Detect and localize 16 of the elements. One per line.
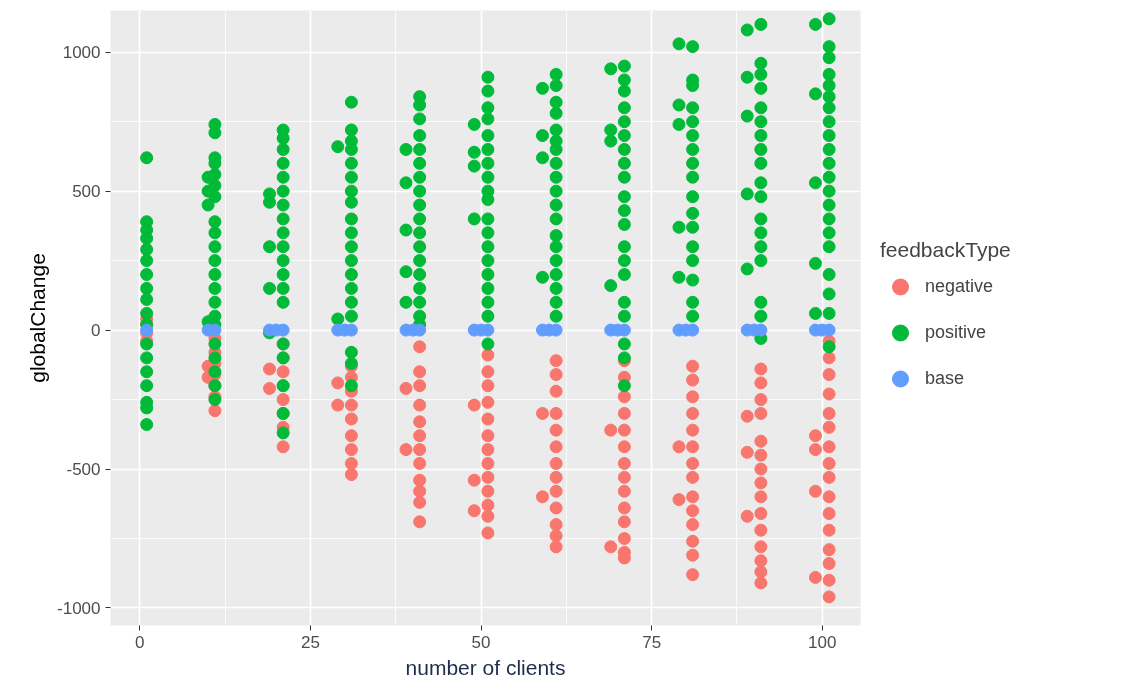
- y-tick-label: 1000: [62, 43, 101, 63]
- legend-label: positive: [925, 321, 987, 343]
- legend-label: base: [925, 367, 965, 389]
- legend-title: feedbackType: [880, 237, 1011, 261]
- y-tick-label: 0: [91, 321, 101, 341]
- y-axis-title: globalChange: [26, 253, 50, 383]
- x-tick-label: 0: [135, 632, 145, 652]
- x-tick-label: 75: [642, 632, 662, 652]
- y-tick-label: -500: [66, 460, 101, 480]
- x-axis-title: number of clients: [405, 655, 566, 679]
- x-tick-label: 25: [301, 632, 320, 652]
- y-tick-label: 500: [72, 182, 101, 202]
- legend-label: negative: [925, 275, 994, 297]
- y-tick-label: -1000: [57, 598, 101, 618]
- x-tick-label: 50: [471, 632, 491, 652]
- x-tick-label: 100: [808, 632, 837, 652]
